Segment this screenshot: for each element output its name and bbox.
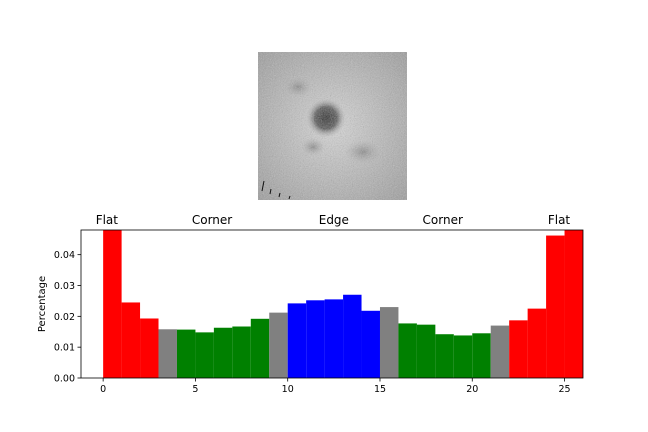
x-tick-label: 10 <box>282 384 294 395</box>
histogram-bar-flat <box>509 320 528 378</box>
histogram-bar-corner <box>176 329 196 378</box>
region-label: Edge <box>319 213 349 227</box>
histogram-bar-flat <box>140 318 159 378</box>
y-tick-label: 0.04 <box>54 250 75 261</box>
histogram-bar-boundary <box>379 307 399 378</box>
histogram-bar-edge <box>343 294 362 378</box>
bars-group <box>103 230 583 378</box>
histogram-bar-flat <box>121 302 141 378</box>
histogram-bar-boundary <box>158 329 177 378</box>
histogram-bar-corner <box>232 326 251 378</box>
histogram-bar-flat <box>103 230 122 378</box>
histogram-bar-corner <box>250 318 270 378</box>
x-tick-label: 0 <box>100 384 106 395</box>
region-label: Flat <box>548 213 571 227</box>
histogram-bar-corner <box>453 335 473 378</box>
histogram-bar-boundary <box>490 325 510 378</box>
histogram-bar-flat <box>527 308 547 378</box>
y-tick-label: 0.01 <box>54 343 75 354</box>
x-axis: 0 5 10 15 20 25 <box>100 378 571 395</box>
histogram-bar-edge <box>306 300 325 378</box>
histogram-bar-corner <box>435 334 454 378</box>
histogram-bar-corner <box>195 332 214 378</box>
y-tick-label: 0.02 <box>54 312 75 323</box>
histogram-bar-corner <box>213 327 233 378</box>
histogram-bar-flat <box>546 235 565 378</box>
y-tick-label: 0.00 <box>54 374 75 385</box>
region-label: Corner <box>192 213 232 227</box>
histogram-bar-edge <box>287 303 307 378</box>
region-labels-group: Flat Corner Edge Corner Flat <box>96 213 571 227</box>
histogram-bar-boundary <box>269 312 288 378</box>
texture-thumbnail-image <box>258 52 407 200</box>
y-axis: 0.00 0.01 0.02 0.03 0.04 <box>54 250 81 385</box>
plot-frame <box>80 229 584 379</box>
region-label: Corner <box>423 213 463 227</box>
histogram-bar-corner <box>472 333 491 378</box>
histogram-bar-edge <box>324 299 344 378</box>
x-tick-label: 5 <box>192 384 198 395</box>
x-tick-label: 25 <box>558 384 570 395</box>
y-tick-label: 0.03 <box>54 281 75 292</box>
histogram-bar-corner <box>398 323 417 378</box>
y-axis-title: Percentage <box>37 276 48 332</box>
histogram-bar-corner <box>416 324 436 378</box>
histogram-bar-flat <box>564 230 583 378</box>
region-label: Flat <box>96 213 119 227</box>
x-tick-label: 20 <box>466 384 478 395</box>
histogram-bar-edge <box>361 310 380 378</box>
x-tick-label: 15 <box>374 384 386 395</box>
